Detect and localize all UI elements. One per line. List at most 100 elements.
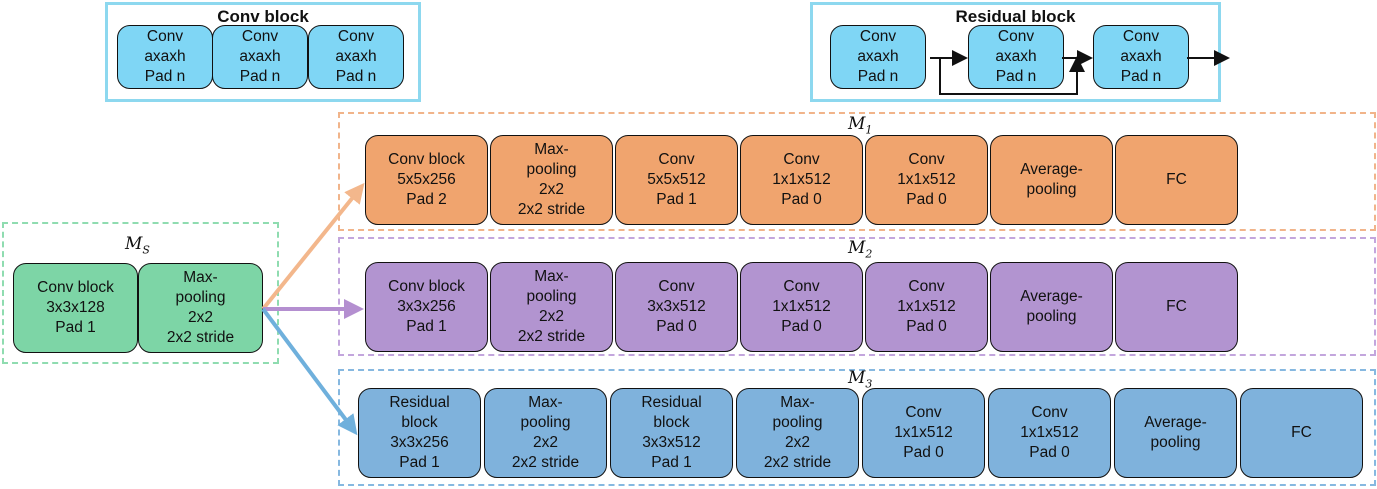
conv-block-legend: Conv block [105,2,421,102]
block-text-line: 2x2 stride [517,201,586,218]
block-text-line: pooling [1026,181,1077,198]
m1-block-1: Conv block 5x5x256 Pad 2 [365,135,488,225]
block-text-line: 2x2 [539,308,564,325]
block-text-line: Residual [389,394,450,411]
conv-block-block-2: Conv axaxh Pad n [212,25,308,89]
residual-block-block-3: Conv axaxh Pad n [1093,25,1189,89]
block-text-line: 2x2 [539,181,564,198]
block-text-line: axaxh [1120,48,1162,65]
block-text-line: Conv [783,151,820,168]
block-text-line: block [653,414,690,431]
m2-block-2: Max-pooling 2x2 2x2 stride [490,262,613,352]
block-text-line: Max- [534,141,569,158]
block-text-line: Conv [859,28,897,45]
block-text-line: 2x2 [785,434,810,451]
block-text-line: Pad 0 [903,444,944,461]
block-text-line: 1x1x512 [1020,424,1079,441]
m1-block-2: Max-pooling 2x2 2x2 stride [490,135,613,225]
block-text-line: 3x3x512 [642,434,701,451]
block-text-line: pooling [175,289,226,306]
block-text-line: Pad 0 [906,191,947,208]
block-text-line: axaxh [857,48,899,65]
block-text-line: Conv [908,151,945,168]
m2-block-1: Conv block 3x3x256 Pad 1 [365,262,488,352]
block-text-line: pooling [526,288,577,305]
m2-block-5: Conv 1x1x512 Pad 0 [865,262,988,352]
block-text-line: axaxh [995,48,1037,65]
block-text-line: Residual [641,394,702,411]
block-text-line: Pad n [1120,68,1162,85]
block-text-line: pooling [1026,308,1077,325]
m1-block-3: Conv 5x5x512 Pad 1 [615,135,738,225]
m1-block-4: Conv 1x1x512 Pad 0 [740,135,863,225]
m1-frame [338,112,1376,231]
block-text-line: 1x1x512 [772,171,831,188]
block-text-line: 5x5x256 [397,171,456,188]
m3-block-6: Conv 1x1x512 Pad 0 [988,388,1111,478]
block-text-line: 3x3x128 [46,299,105,316]
arrow-ms-to-m1 [261,182,365,311]
m3-block-4: Max-pooling 2x2 2x2 stride [736,388,859,478]
m1-block-5: Conv 1x1x512 Pad 0 [865,135,988,225]
block-text-line: pooling [772,414,823,431]
block-text-line: Average- [1020,161,1083,178]
block-text-line: Pad 2 [406,191,447,208]
m3-label: M3 [848,368,873,391]
block-text-line: 3x3x256 [397,298,456,315]
block-text-line: 2x2 stride [511,454,580,471]
block-text-line: axaxh [335,48,377,65]
block-text-line: Max- [780,394,815,411]
block-text-line: Conv [1031,404,1068,421]
block-text-line: Conv block [37,279,114,296]
block-text-line: 1x1x512 [897,171,956,188]
block-text-line: 2x2 [188,309,213,326]
block-text-line: Max- [534,268,569,285]
block-text-line: Conv [146,28,184,45]
m1-block-7: FC [1115,135,1238,225]
m3-block-3: Residual block 3x3x512 Pad 1 [610,388,733,478]
block-text-line: 1x1x512 [772,298,831,315]
m2-block-7: FC [1115,262,1238,352]
block-text-line: 1x1x512 [897,298,956,315]
block-text-line: FC [1291,424,1312,441]
block-text-line: axaxh [144,48,186,65]
block-text-line: Conv [658,151,695,168]
block-text-line: Pad 0 [781,191,822,208]
block-text-line: Conv [905,404,942,421]
block-text-line: block [401,414,438,431]
block-text-line: Pad 0 [1029,444,1070,461]
ms-label: MS [125,234,150,257]
block-text-line: pooling [520,414,571,431]
residual-skip-connection [939,56,1085,95]
block-text-line: pooling [526,161,577,178]
block-text-line: Pad n [335,68,377,85]
m3-block-5: Conv 1x1x512 Pad 0 [862,388,985,478]
ms-block-2: Max-pooling 2x2 2x2 stride [138,263,263,353]
block-text-line: Average- [1144,414,1207,431]
m3-block-2: Max-pooling 2x2 2x2 stride [484,388,607,478]
m1-label: M1 [848,114,873,137]
block-text-line: 2x2 stride [517,328,586,345]
block-text-line: 2x2 stride [166,329,235,346]
block-text-line: 2x2 stride [763,454,832,471]
conv-block-title: Conv block [217,7,309,26]
block-text-line: Conv block [388,278,465,295]
conv-block-block-3: Conv axaxh Pad n [308,25,404,89]
block-text-line: Max- [528,394,563,411]
m2-block-6: Average-pooling [990,262,1113,352]
block-text-line: Pad 1 [399,454,440,471]
block-text-line: pooling [1150,434,1201,451]
block-text-line: FC [1166,171,1187,188]
block-text-line: 1x1x512 [894,424,953,441]
block-text-line: Conv [908,278,945,295]
block-text-line: Conv [337,28,375,45]
m2-frame [338,237,1376,356]
m2-label: M2 [848,238,873,261]
m3-block-1: Residual block 3x3x256 Pad 1 [358,388,481,478]
block-text-line: Conv [658,278,695,295]
block-text-line: Conv block [388,151,465,168]
m3-block-7: Average-pooling [1114,388,1237,478]
block-text-line: Pad 0 [781,318,822,335]
arrow-ms-to-m3 [261,307,358,436]
